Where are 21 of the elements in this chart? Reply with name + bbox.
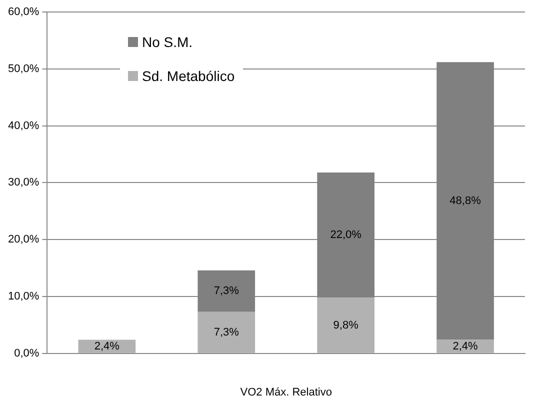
x-axis-title: VO2 Máx. Relativo <box>240 386 332 398</box>
data-label: 2,4% <box>452 340 478 352</box>
y-tick-label: 40,0% <box>8 120 40 132</box>
legend-label: Sd. Metabólico <box>142 68 235 84</box>
data-label: 7,3% <box>214 326 240 338</box>
y-tick-label: 30,0% <box>8 176 40 189</box>
legend-label: No S.M. <box>142 34 193 50</box>
y-tick-label: 60,0% <box>8 6 40 18</box>
data-label: 7,3% <box>214 285 240 298</box>
bar <box>436 340 494 353</box>
y-tick-label: 0,0% <box>14 347 40 360</box>
data-label: 9,8% <box>333 319 359 332</box>
bar <box>198 312 256 353</box>
y-tick-label: 50,0% <box>8 62 40 75</box>
data-label: 2,4% <box>94 340 120 352</box>
y-tick-label: 20,0% <box>8 234 40 246</box>
y-tick-label: 10,0% <box>8 290 40 303</box>
data-label: 22,0% <box>330 229 362 242</box>
bar <box>78 340 136 353</box>
data-label: 48,8% <box>450 194 482 207</box>
bar <box>317 298 374 353</box>
